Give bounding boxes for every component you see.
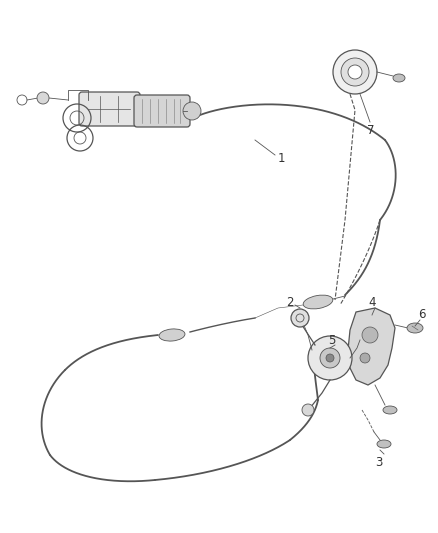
Text: 3: 3	[375, 456, 382, 469]
Circle shape	[308, 336, 352, 380]
Circle shape	[360, 353, 370, 363]
Ellipse shape	[383, 406, 397, 414]
Ellipse shape	[407, 323, 423, 333]
Ellipse shape	[303, 295, 333, 309]
Circle shape	[291, 309, 309, 327]
Circle shape	[302, 404, 314, 416]
Circle shape	[348, 65, 362, 79]
FancyBboxPatch shape	[134, 95, 190, 127]
Circle shape	[183, 102, 201, 120]
Circle shape	[326, 354, 334, 362]
Circle shape	[37, 92, 49, 104]
Circle shape	[362, 327, 378, 343]
Circle shape	[333, 50, 377, 94]
Circle shape	[320, 348, 340, 368]
Text: 1: 1	[278, 151, 286, 165]
Ellipse shape	[393, 74, 405, 82]
Text: 7: 7	[367, 124, 374, 136]
Ellipse shape	[377, 440, 391, 448]
FancyBboxPatch shape	[79, 92, 140, 126]
Text: 5: 5	[328, 334, 336, 346]
Text: 6: 6	[418, 309, 425, 321]
Circle shape	[341, 58, 369, 86]
Text: 4: 4	[368, 296, 375, 310]
Ellipse shape	[159, 329, 185, 341]
Polygon shape	[348, 308, 395, 385]
Text: 2: 2	[286, 295, 293, 309]
